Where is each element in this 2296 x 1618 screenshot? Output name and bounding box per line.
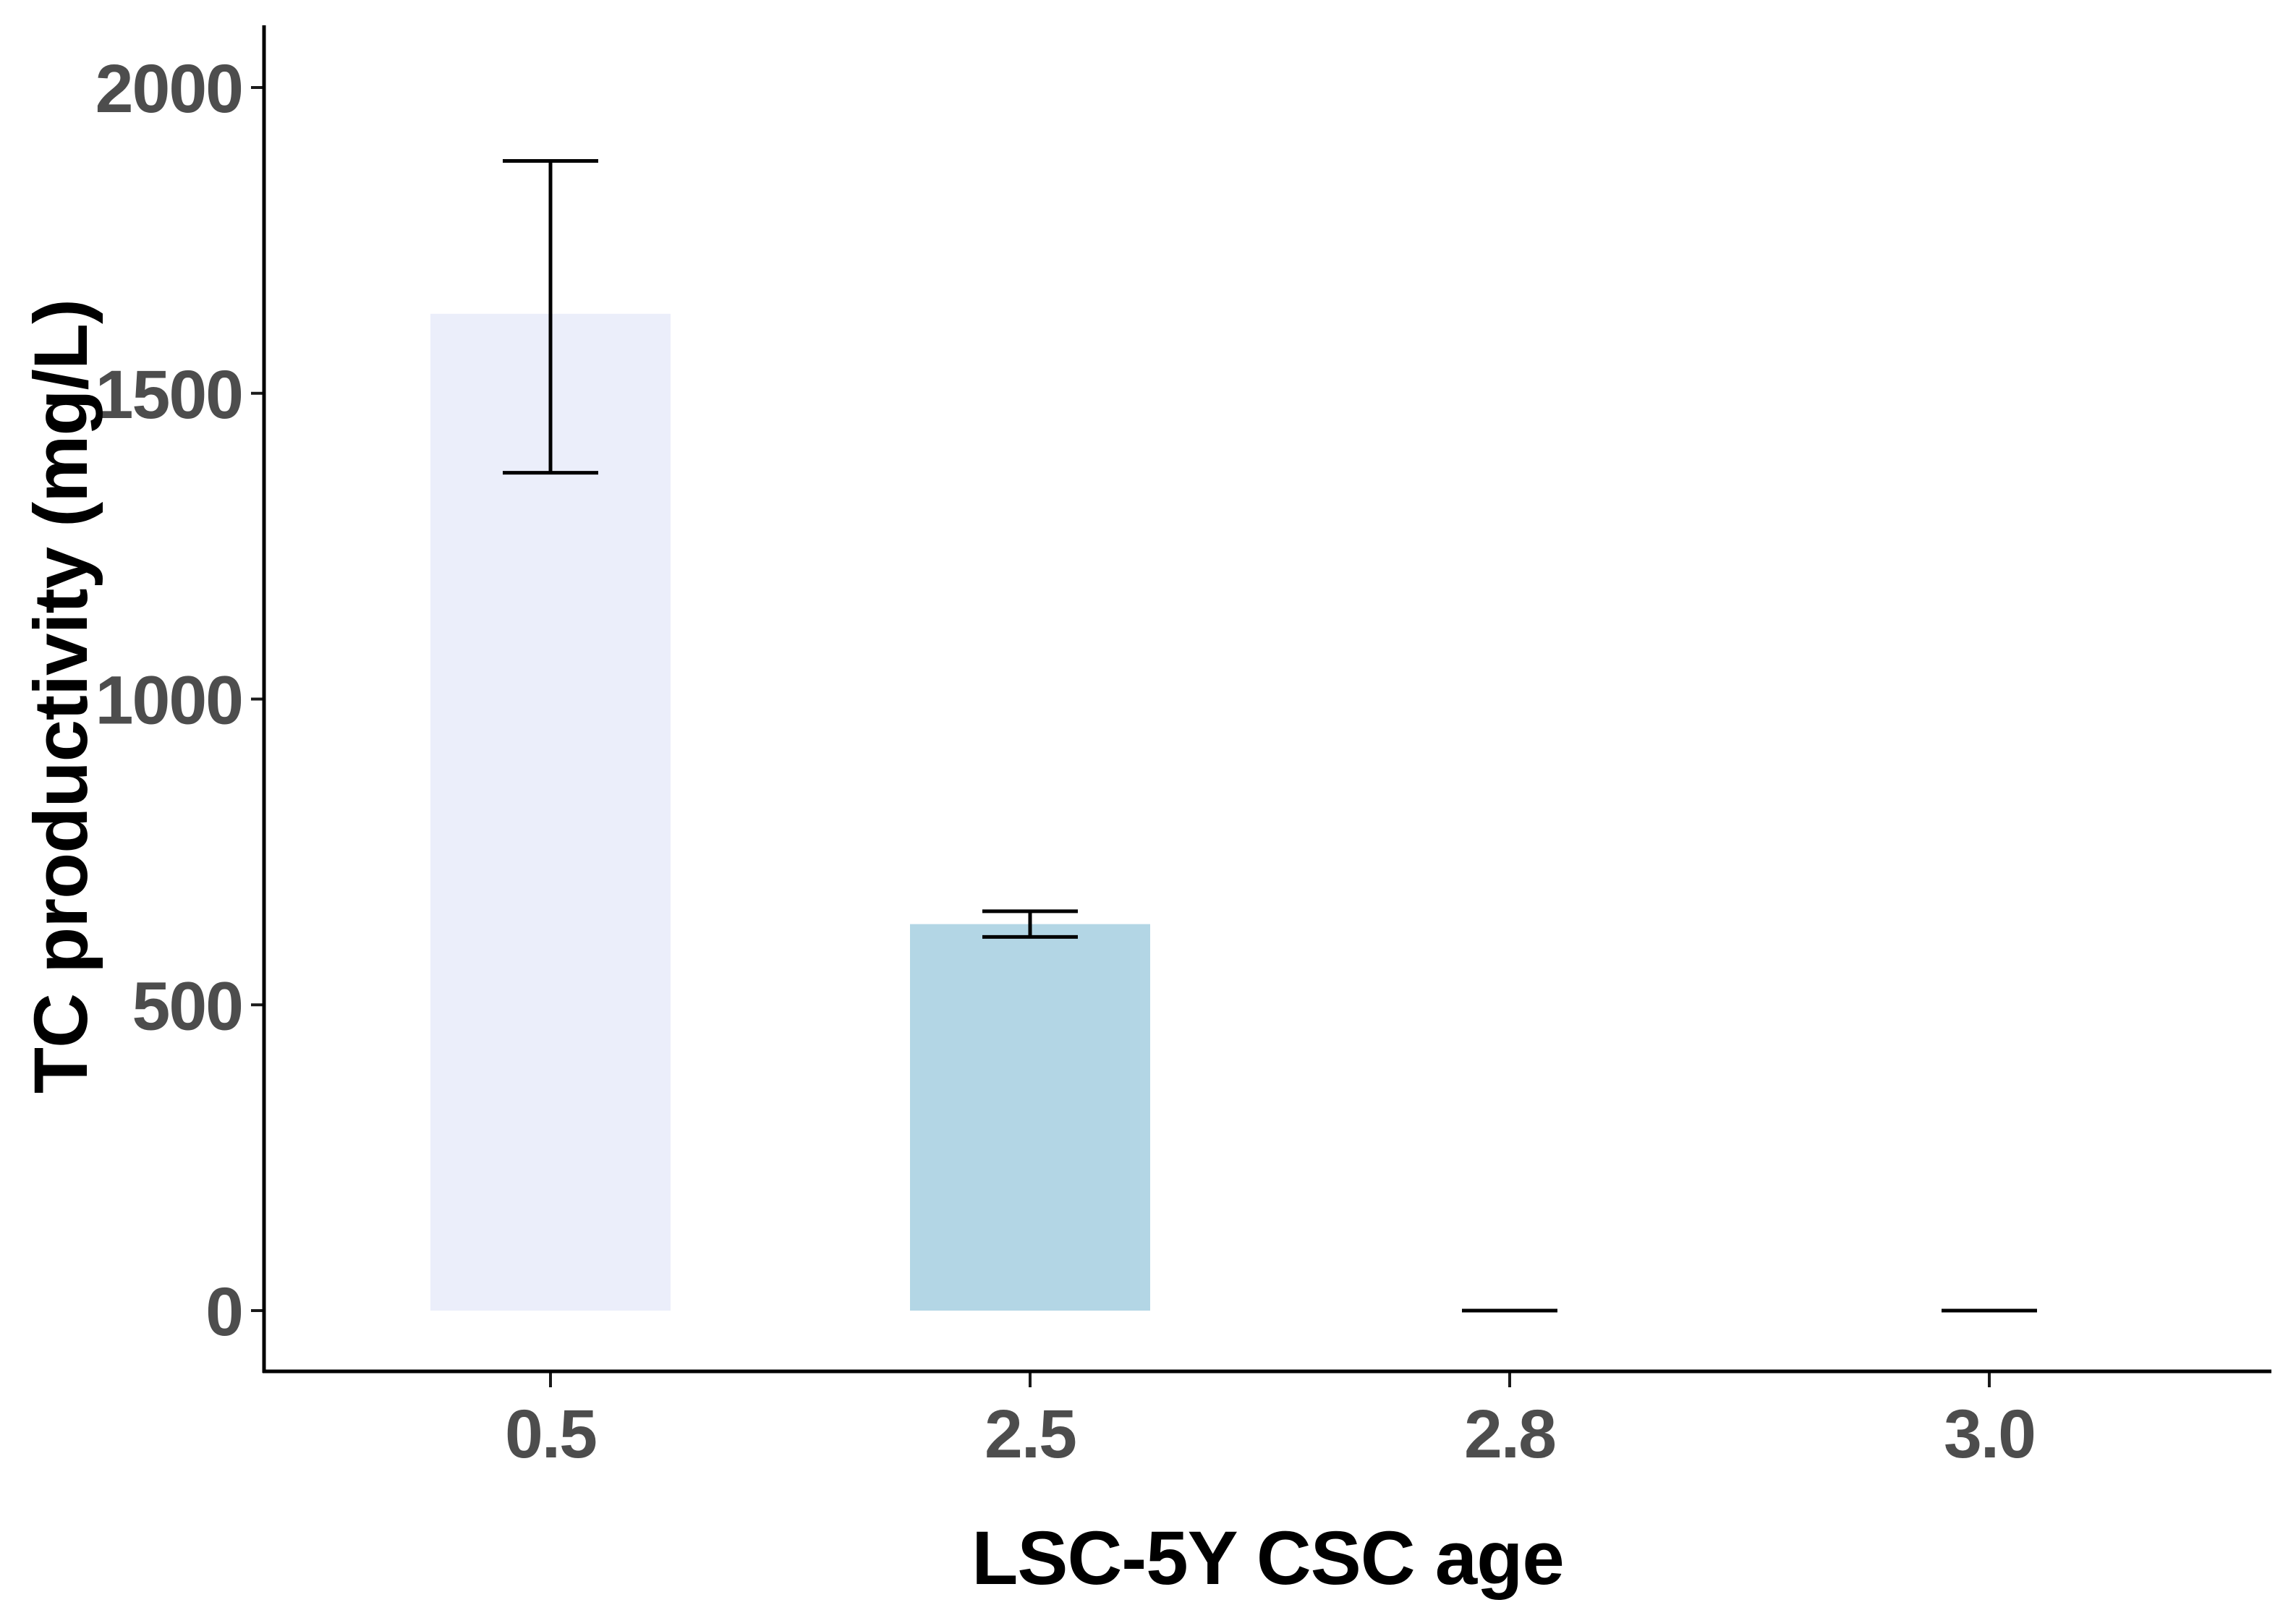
bar-2.5 (910, 924, 1150, 1311)
y-tick-label-1500: 1500 (95, 357, 242, 433)
y-tick-label-1000: 1000 (95, 663, 242, 739)
bar-0.5 (430, 313, 671, 1311)
x-tick-label-0.5: 0.5 (505, 1396, 596, 1473)
y-axis-title: TC productivity (mg/L) (19, 299, 103, 1094)
y-tick-label-0: 0 (205, 1274, 242, 1350)
y-tick-label-500: 500 (132, 968, 242, 1044)
y-tick-label-2000: 2000 (95, 51, 242, 127)
x-axis-title: LSC-5Y CSC age (971, 1516, 1564, 1601)
x-tick-label-3.0: 3.0 (1944, 1396, 2035, 1473)
x-tick-label-2.5: 2.5 (985, 1396, 1076, 1473)
x-tick-label-2.8: 2.8 (1464, 1396, 1555, 1473)
